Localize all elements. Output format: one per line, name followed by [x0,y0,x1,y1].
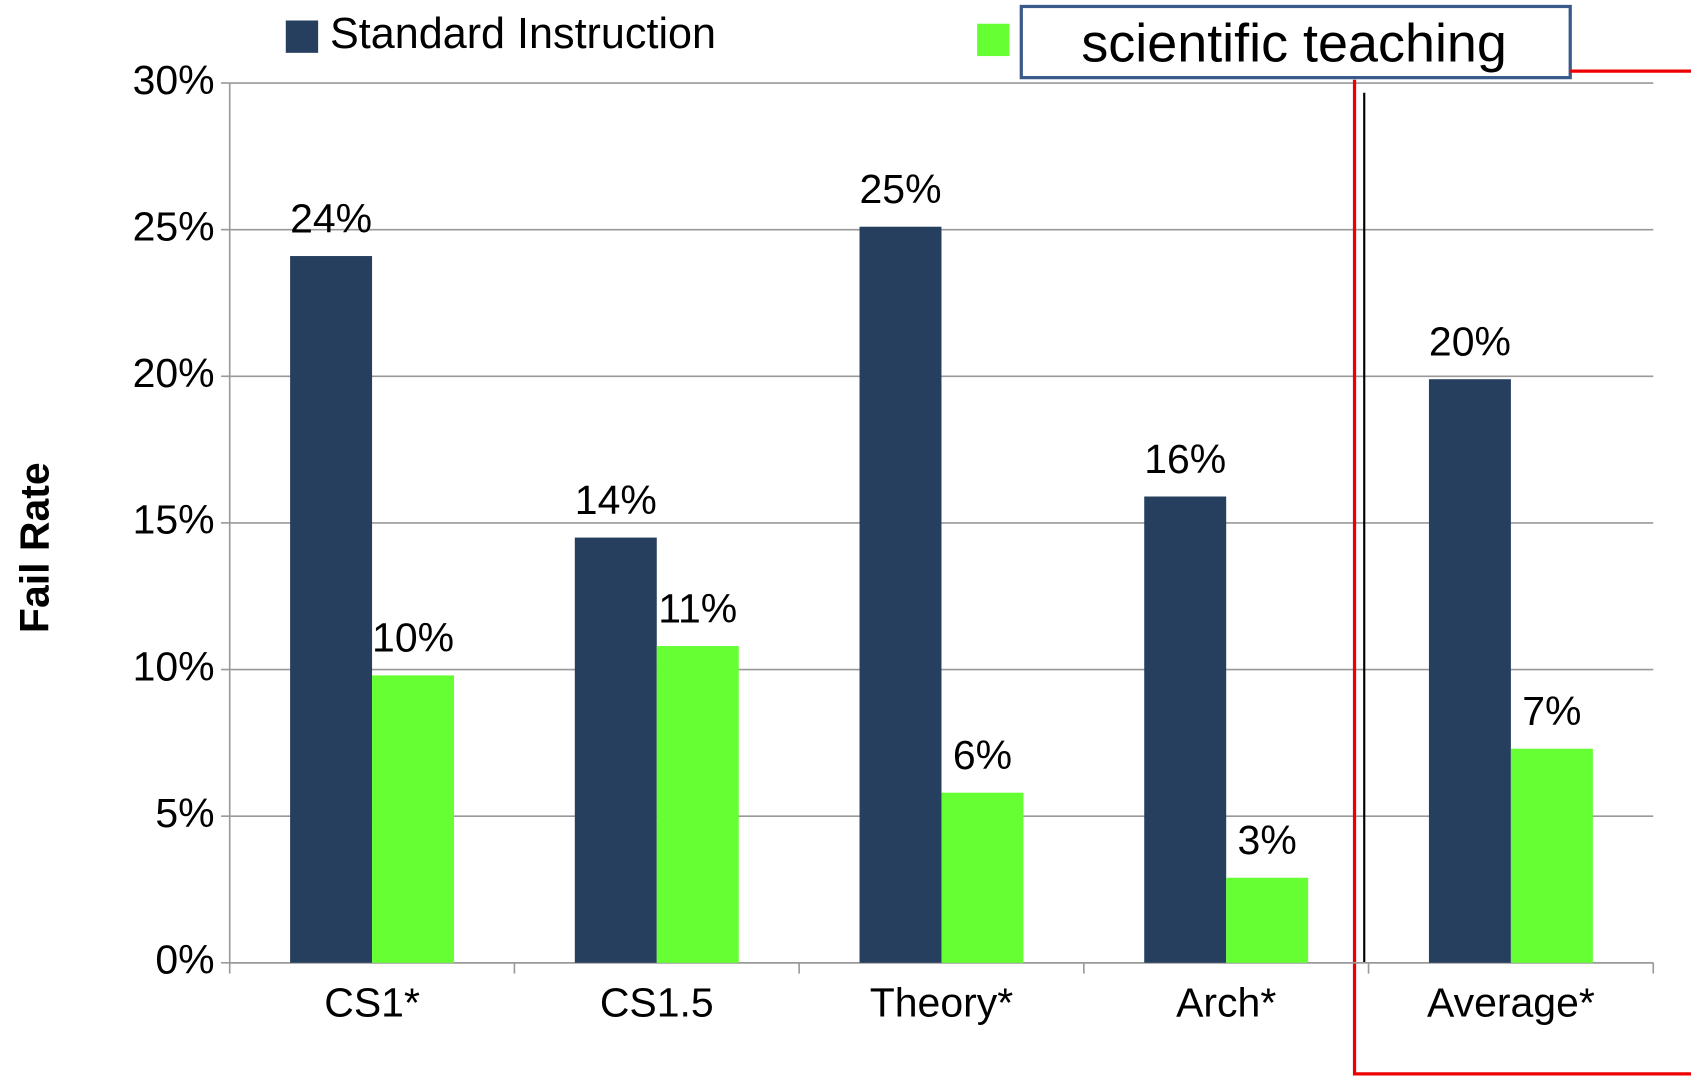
data-label: 3% [1238,817,1297,863]
x-tick-label: Theory* [870,980,1014,1026]
highlight-box [1019,4,1572,80]
bar [372,675,455,963]
annotation-line [1352,79,1691,1076]
data-label: 25% [859,166,941,212]
legend-swatch [977,23,1010,57]
bar [656,646,739,963]
bar [1144,496,1227,963]
x-tick-label: CS1.5 [600,980,714,1026]
y-tick-label: 5% [155,790,214,836]
data-label: 14% [575,477,657,523]
y-tick-label: 20% [133,350,215,396]
bar [1510,748,1593,963]
bar [574,537,657,963]
data-label: 11% [658,585,737,631]
legend-label: Standard Instruction [330,10,716,58]
bar [1226,877,1309,963]
x-tick-label: Average* [1427,980,1595,1026]
legend-label: scientific teaching [1081,14,1507,74]
x-tick-label: CS1* [324,980,420,1026]
y-axis-label: Fail Rate [12,462,58,633]
data-label: 24% [290,195,372,241]
x-tick-label: Arch* [1176,980,1276,1026]
bar [941,792,1024,963]
bar [859,226,942,963]
data-label: 10% [372,615,454,661]
y-tick-label: 30% [133,57,215,103]
data-label: 7% [1522,688,1581,734]
data-label: 20% [1429,319,1511,365]
y-tick-label: 15% [133,497,215,543]
data-label: 6% [953,732,1012,778]
bar [290,256,373,963]
legend-swatch [285,20,319,53]
y-tick-label: 0% [155,937,214,983]
bar [1428,379,1511,963]
data-label: 16% [1144,436,1226,482]
y-tick-label: 25% [133,203,215,249]
y-tick-label: 10% [133,643,215,689]
